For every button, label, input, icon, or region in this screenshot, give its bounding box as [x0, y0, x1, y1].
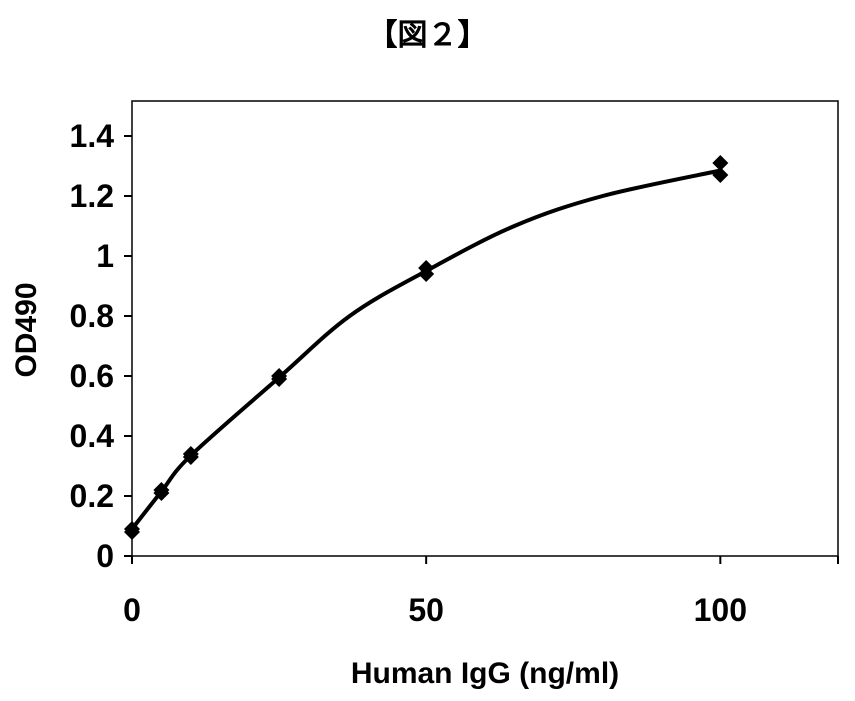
x-tick-label: 50: [408, 592, 444, 628]
data-points-layer: [124, 155, 728, 540]
x-tick-label: 100: [694, 592, 747, 628]
x-tick-label: 0: [123, 592, 141, 628]
y-tick-label: 0.6: [70, 358, 114, 394]
y-axis: 0 0.2 0.4 0.6 0.8 1 1.2 1.4: [70, 118, 132, 574]
fit-curve-layer: [132, 171, 720, 530]
y-axis-label: OD490: [10, 282, 43, 377]
y-tick-label: 0: [96, 538, 114, 574]
x-axis-label: Human IgG (ng/ml): [351, 657, 619, 690]
y-tick-label: 0.4: [70, 418, 115, 454]
x-axis: 0 50 100: [123, 556, 838, 628]
y-tick-label: 0.8: [70, 298, 114, 334]
data-point: [712, 155, 728, 171]
y-tick-label: 1.2: [70, 178, 114, 214]
y-tick-label: 1: [96, 238, 114, 274]
y-tick-label: 1.4: [70, 118, 115, 154]
y-tick-label: 0.2: [70, 478, 114, 514]
fit-curve: [132, 171, 720, 530]
plot-area: [132, 101, 838, 556]
